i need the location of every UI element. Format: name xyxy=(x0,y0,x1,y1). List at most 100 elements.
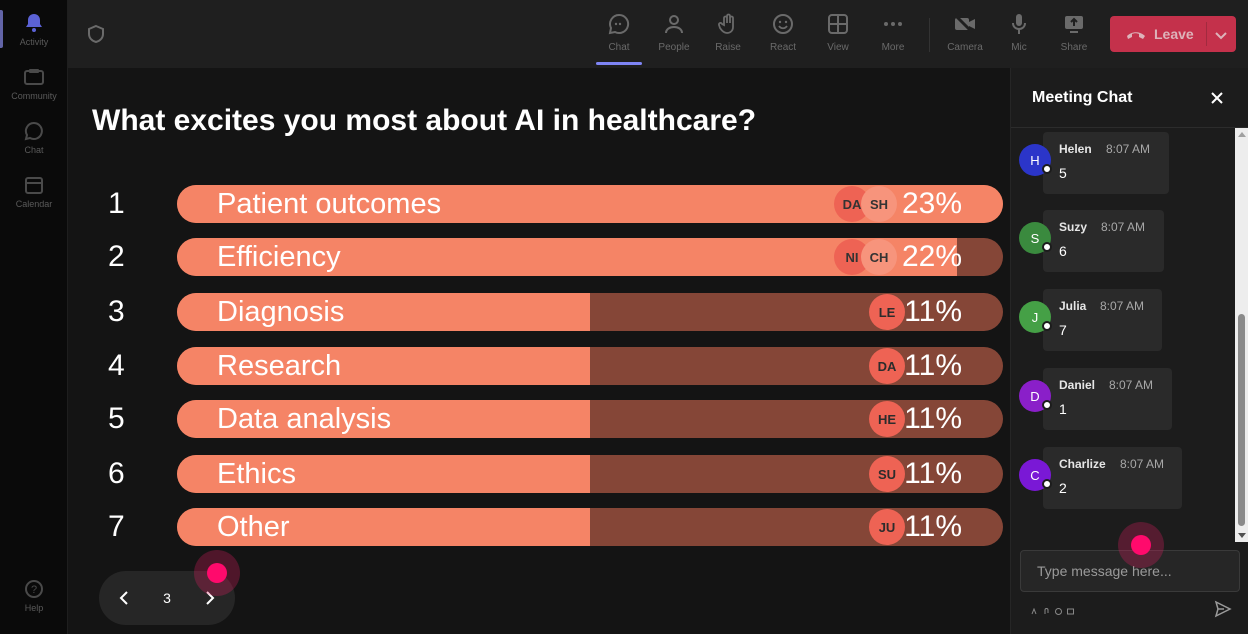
chat-icon xyxy=(607,12,631,36)
option-label: Other xyxy=(217,511,290,543)
scroll-thumb[interactable] xyxy=(1238,314,1245,526)
message-text: 7 xyxy=(1059,322,1067,338)
message-bubble: Charlize 8:07 AM 2 xyxy=(1043,447,1182,509)
send-icon[interactable] xyxy=(1214,600,1232,618)
avatar-initial: S xyxy=(1030,230,1040,246)
option-percentage: 11% xyxy=(904,510,962,543)
chat-message-list[interactable]: Helen 8:07 AM 5 H Suzy 8:07 AM 6 S Julia 8:07 AM 7… xyxy=(1011,128,1235,542)
message-author: Suzy xyxy=(1059,220,1088,234)
app-rail: Activity Community Chat Calendar ? Help xyxy=(0,0,68,634)
avatar-initial: J xyxy=(1031,309,1039,325)
message-bubble: Suzy 8:07 AM 6 xyxy=(1043,210,1164,272)
rail-item-label: Community xyxy=(11,91,57,101)
rail-item-activity[interactable]: Activity xyxy=(0,12,68,47)
poll-option-row: 4 Research DA 11% xyxy=(68,347,1010,385)
avatar[interactable]: H xyxy=(1019,144,1052,176)
raise-hand-button[interactable]: Raise xyxy=(702,12,754,62)
hand-icon xyxy=(716,12,740,36)
option-label: Data analysis xyxy=(217,403,392,435)
avatar[interactable]: C xyxy=(1019,459,1052,491)
result-bar-track xyxy=(177,455,1003,493)
option-label: Ethics xyxy=(217,458,296,490)
result-bar-fill xyxy=(177,293,590,331)
option-percentage: 11% xyxy=(904,457,962,490)
avatar[interactable]: J xyxy=(1019,301,1052,333)
result-bar-track xyxy=(177,293,1003,331)
avatar-initial: D xyxy=(1030,388,1040,404)
svg-text:?: ? xyxy=(31,584,37,596)
toolbar-label: View xyxy=(827,42,849,53)
leave-divider xyxy=(1206,22,1207,46)
rail-item-help[interactable]: ? Help xyxy=(0,578,68,613)
close-icon[interactable] xyxy=(1209,90,1225,106)
poll-option-row: 7 Other JU 11% xyxy=(68,508,1010,546)
rail-item-community[interactable]: Community xyxy=(0,66,68,101)
emoji-icon[interactable] xyxy=(1055,602,1062,615)
rail-item-chat[interactable]: Chat xyxy=(0,120,68,155)
toolbar-label: Chat xyxy=(608,42,630,53)
result-bar-fill xyxy=(177,455,590,493)
chevron-down-icon[interactable] xyxy=(1214,28,1228,46)
option-percentage: 23% xyxy=(901,187,962,220)
active-tab-indicator xyxy=(596,62,642,65)
mic-button[interactable]: Mic xyxy=(993,12,1045,62)
poll-option-row: 1 Patient outcomes DA SH 23% xyxy=(68,185,1010,223)
result-bar-track xyxy=(177,508,1003,546)
avatar[interactable]: S xyxy=(1019,222,1052,254)
people-button[interactable]: People xyxy=(648,12,700,62)
pointer-indicator xyxy=(1118,522,1164,568)
option-label: Research xyxy=(217,350,342,382)
view-button[interactable]: View xyxy=(812,12,864,62)
option-number: 5 xyxy=(108,402,125,435)
chevron-right-icon[interactable] xyxy=(199,588,219,608)
chat-title: Meeting Chat xyxy=(1032,89,1133,106)
option-number: 3 xyxy=(108,295,125,328)
result-bar-fill xyxy=(177,238,957,276)
message-text: 5 xyxy=(1059,165,1067,181)
microphone-icon xyxy=(1007,12,1031,36)
avatar-initial: H xyxy=(1030,152,1040,168)
chat-scrollbar[interactable] xyxy=(1235,128,1248,542)
community-icon xyxy=(23,66,45,88)
message-input[interactable] xyxy=(1021,551,1239,591)
camera-button[interactable]: Camera xyxy=(939,12,991,62)
option-percentage: 11% xyxy=(904,402,962,435)
toolbar-label: People xyxy=(658,42,690,53)
shield-icon[interactable] xyxy=(86,24,106,44)
toolbar-divider xyxy=(929,18,930,52)
message-timestamp: 8:07 AM xyxy=(1100,299,1145,313)
people-icon xyxy=(662,12,686,36)
poll-option-row: 2 Efficiency NI CH 22% xyxy=(68,238,1010,276)
more-button[interactable]: More xyxy=(867,12,919,62)
scroll-up-arrow-icon[interactable] xyxy=(1238,132,1246,137)
chat-button[interactable]: Chat xyxy=(593,12,645,62)
result-bar-fill xyxy=(177,347,590,385)
format-icon[interactable] xyxy=(1031,602,1038,615)
message-timestamp: 8:07 AM xyxy=(1120,457,1165,471)
option-percentage: 11% xyxy=(904,349,962,382)
message-timestamp: 8:07 AM xyxy=(1101,220,1146,234)
help-icon: ? xyxy=(23,578,45,600)
option-percentage: 11% xyxy=(904,295,962,328)
result-bar-fill xyxy=(177,508,590,546)
gif-icon[interactable] xyxy=(1067,602,1074,615)
message-bubble: Julia 8:07 AM 7 xyxy=(1043,289,1162,351)
chat-header: Meeting Chat xyxy=(1011,68,1248,128)
grid-icon xyxy=(826,12,850,36)
chevron-left-icon[interactable] xyxy=(115,588,135,608)
leave-button[interactable]: Leave xyxy=(1110,16,1236,52)
message-timestamp: 8:07 AM xyxy=(1109,378,1154,392)
voter-avatar: CH xyxy=(861,239,897,275)
toolbar-label: Mic xyxy=(1011,42,1027,53)
rail-item-calendar[interactable]: Calendar xyxy=(0,174,68,209)
voter-avatar: SH xyxy=(861,186,897,222)
poll-option-row: 5 Data analysis HE 11% xyxy=(68,400,1010,438)
voter-avatar: LE xyxy=(869,294,905,330)
react-button[interactable]: React xyxy=(757,12,809,62)
rail-active-indicator xyxy=(0,10,3,48)
scroll-down-arrow-icon[interactable] xyxy=(1238,533,1246,538)
share-button[interactable]: Share xyxy=(1048,12,1100,62)
toolbar-label: Share xyxy=(1060,42,1088,53)
attach-icon[interactable] xyxy=(1043,602,1050,614)
avatar[interactable]: D xyxy=(1019,380,1052,412)
